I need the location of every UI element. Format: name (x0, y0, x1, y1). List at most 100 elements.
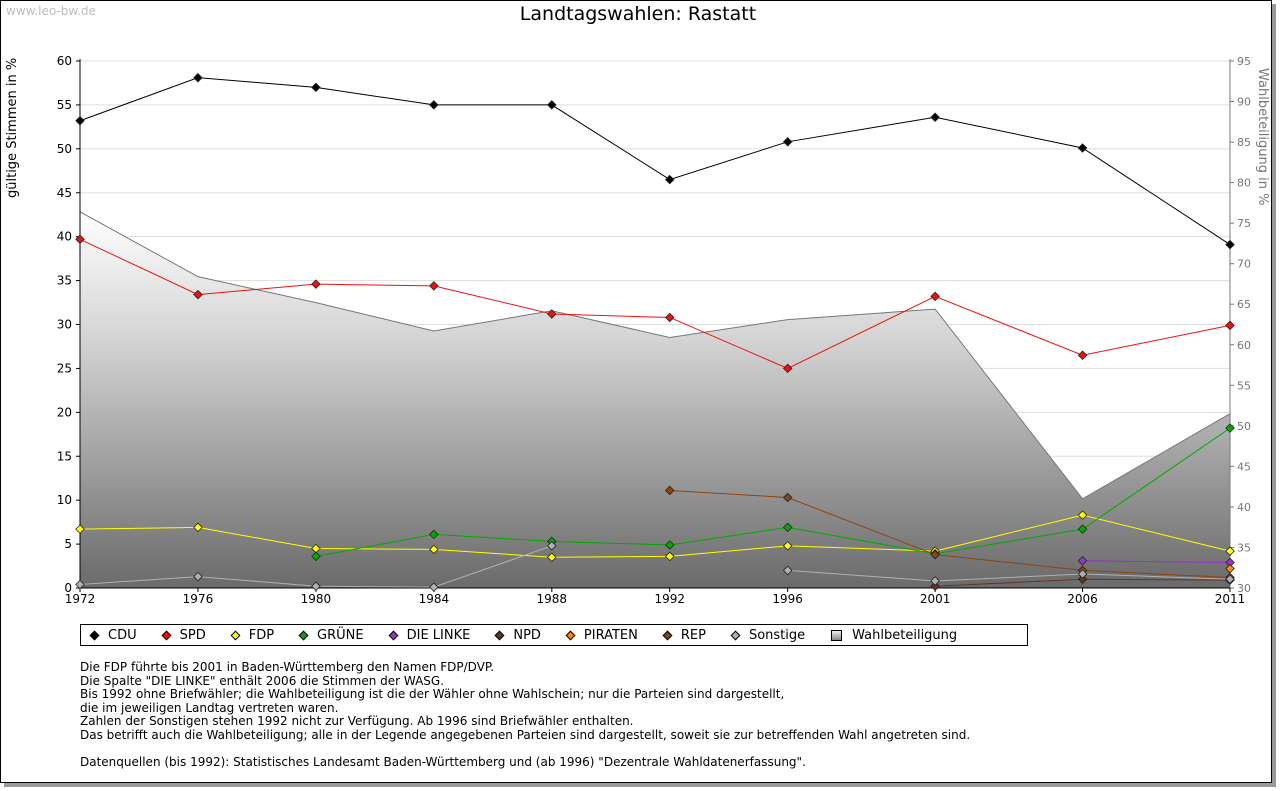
point-fdp (547, 552, 557, 563)
legend-item-gr-ne: GRÜNE (298, 628, 364, 643)
y-right-tick-label: 55 (1237, 379, 1251, 392)
y-tick-label: 40 (57, 230, 72, 244)
y-right-tick-label: 85 (1237, 136, 1251, 149)
turnout-area (80, 211, 1230, 588)
point-fdp (193, 522, 203, 533)
point-fdp (1225, 546, 1235, 556)
legend-label: CDU (108, 627, 137, 643)
point-rep (930, 549, 940, 560)
x-tick-label: 1980 (301, 592, 332, 606)
series-line-sonstige (787, 569, 1231, 582)
legend-item-spd: SPD (161, 627, 206, 643)
point-sonstige (429, 582, 439, 592)
legend-marker (662, 630, 673, 640)
legend-marker (230, 630, 241, 640)
legend-item-fdp: FDP (230, 628, 274, 643)
source-url[interactable]: www.leo-bw.de (6, 4, 96, 18)
turnout-area-layer (79, 211, 1231, 588)
series-points (75, 72, 1235, 592)
legend-marker (565, 630, 576, 640)
point-rep (664, 485, 675, 496)
y-right-tick-label: 70 (1237, 258, 1251, 271)
y-right-tick-label: 30 (1237, 582, 1251, 595)
legend-item-die-linke: DIE LINKE (388, 628, 470, 643)
legend-marker (161, 630, 172, 640)
x-tick-label: 1992 (654, 592, 685, 606)
x-tick-label: 1988 (537, 592, 568, 606)
point-spd (1225, 320, 1235, 331)
x-tick-label: 1976 (183, 592, 214, 606)
y-tick-label: 0 (64, 581, 72, 595)
point-die-linke (1077, 556, 1088, 566)
point-spd (75, 234, 85, 245)
point-gr-ne (311, 551, 321, 562)
y-tick-label: 50 (57, 142, 72, 156)
point-spd (782, 363, 793, 374)
point-fdp (782, 541, 793, 551)
note-line: Bis 1992 ohne Briefwähler; die Wahlbetei… (80, 687, 785, 702)
point-sonstige (930, 576, 940, 586)
point-spd (311, 279, 321, 289)
note-line: Zahlen der Sonstigen stehen 1992 nicht z… (80, 714, 634, 729)
point-cdu (1225, 239, 1235, 250)
legend-item-rep: REP (662, 628, 706, 643)
point-npd (930, 581, 940, 592)
axes: 0 5 10 15 20 25 30 35 40 45 50 55 60 30 35 40 45 50 55 60 65… (57, 54, 1251, 606)
point-fdp (664, 551, 675, 562)
legend-item-cdu: CDU (89, 627, 137, 643)
x-tick-label: 2011 (1215, 592, 1246, 606)
y-right-tick-label: 60 (1237, 339, 1251, 352)
point-npd (1077, 574, 1088, 584)
y-right-tick-label: 65 (1237, 298, 1251, 311)
data-source-note: Datenquellen (bis 1992): Statistisches L… (80, 755, 806, 770)
point-spd (664, 312, 675, 323)
legend-marker (89, 630, 100, 640)
point-cdu (429, 100, 439, 110)
legend-marker (298, 630, 309, 640)
series-line-gr-ne (315, 427, 1231, 557)
y-tick-label: 15 (57, 449, 72, 463)
point-sonstige (1077, 569, 1088, 579)
point-gr-ne (429, 529, 439, 540)
note-line: Die Spalte "DIE LINKE" enthält 2006 die … (80, 673, 445, 688)
legend-marker (831, 629, 843, 641)
legend-item-wahlbeteiligung: Wahlbeteiligung (831, 628, 957, 643)
y-tick-label: 5 (64, 537, 72, 551)
y-right-tick-label: 80 (1237, 177, 1251, 190)
y-right-tick-label: 50 (1237, 420, 1251, 433)
legend-label: PIRATEN (583, 627, 638, 643)
point-cdu (664, 174, 675, 185)
point-cdu (782, 137, 793, 147)
x-tick-label: 2006 (1067, 592, 1098, 606)
legend-label: Sonstige (748, 627, 806, 643)
point-sonstige (75, 579, 85, 590)
y-right-tick-label: 40 (1237, 501, 1251, 514)
series-line-cdu (79, 77, 1231, 245)
point-rep (782, 492, 793, 503)
point-cdu (1077, 143, 1088, 153)
point-spd (930, 291, 940, 302)
legend-label: SPD (179, 627, 206, 643)
point-fdp (75, 524, 85, 534)
y-right-tick-label: 75 (1237, 217, 1251, 230)
x-tick-label: 1972 (65, 592, 96, 606)
point-spd (193, 289, 203, 300)
x-tick-label: 1996 (772, 592, 803, 606)
note-line: die im jeweiligen Landtag vertreten ware… (80, 700, 339, 715)
line-chart: 0 5 10 15 20 25 30 35 40 45 50 55 60 30 35 40 45 50 55 60 65… (57, 54, 1251, 606)
y-tick-label: 45 (57, 186, 72, 200)
legend-item-piraten: PIRATEN (565, 627, 638, 643)
legend: CDU SPD FDP GRÜNE DIE LINKE NPD PIRATEN REP Sons… (80, 624, 1028, 646)
point-spd (547, 309, 557, 319)
point-sonstige (193, 571, 203, 582)
x-tick-label: 2001 (920, 592, 951, 606)
x-tick-label: 1984 (419, 592, 450, 606)
notes: Die FDP führte bis 2001 in Baden-Württem… (80, 660, 970, 770)
y-right-tick-label: 95 (1237, 55, 1251, 68)
legend-marker (730, 630, 741, 640)
point-cdu (193, 72, 203, 83)
legend-marker (494, 630, 505, 640)
point-fdp (429, 544, 439, 555)
point-sonstige (311, 581, 321, 592)
point-cdu (311, 82, 321, 93)
